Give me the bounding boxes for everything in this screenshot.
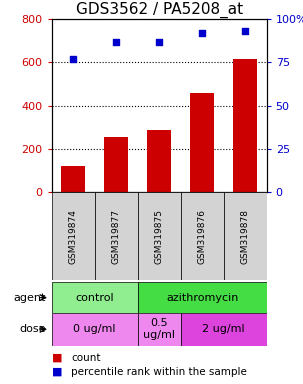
Bar [138, 313, 181, 346]
Bar [224, 192, 267, 280]
Bar [138, 282, 267, 313]
Text: azithromycin: azithromycin [166, 293, 238, 303]
Point [200, 30, 205, 36]
Text: count: count [71, 353, 101, 363]
Bar [104, 137, 128, 192]
Title: GDS3562 / PA5208_at: GDS3562 / PA5208_at [75, 2, 243, 18]
Text: 2 ug/ml: 2 ug/ml [202, 324, 245, 334]
Bar [233, 59, 257, 192]
Text: dose: dose [19, 324, 45, 334]
Text: GSM319874: GSM319874 [68, 209, 78, 263]
Text: percentile rank within the sample: percentile rank within the sample [71, 367, 247, 377]
Bar [181, 192, 224, 280]
Bar [52, 192, 95, 280]
Bar [61, 166, 85, 192]
Point [114, 39, 118, 45]
Bar [95, 192, 138, 280]
Text: GSM319875: GSM319875 [155, 209, 164, 264]
Point [157, 39, 161, 45]
Bar [147, 131, 171, 192]
Text: 0.5
ug/ml: 0.5 ug/ml [143, 318, 175, 340]
Text: GSM319877: GSM319877 [112, 209, 121, 264]
Text: ■: ■ [52, 353, 62, 363]
Bar [138, 192, 181, 280]
Bar [181, 313, 267, 346]
Bar [190, 93, 214, 192]
Point [71, 56, 75, 62]
Text: control: control [75, 293, 114, 303]
Bar [52, 313, 138, 346]
Text: GSM319876: GSM319876 [198, 209, 207, 264]
Text: agent: agent [13, 293, 45, 303]
Bar [52, 282, 138, 313]
Text: 0 ug/ml: 0 ug/ml [73, 324, 116, 334]
Point [243, 28, 248, 35]
Text: ■: ■ [52, 367, 62, 377]
Text: GSM319878: GSM319878 [241, 209, 250, 264]
